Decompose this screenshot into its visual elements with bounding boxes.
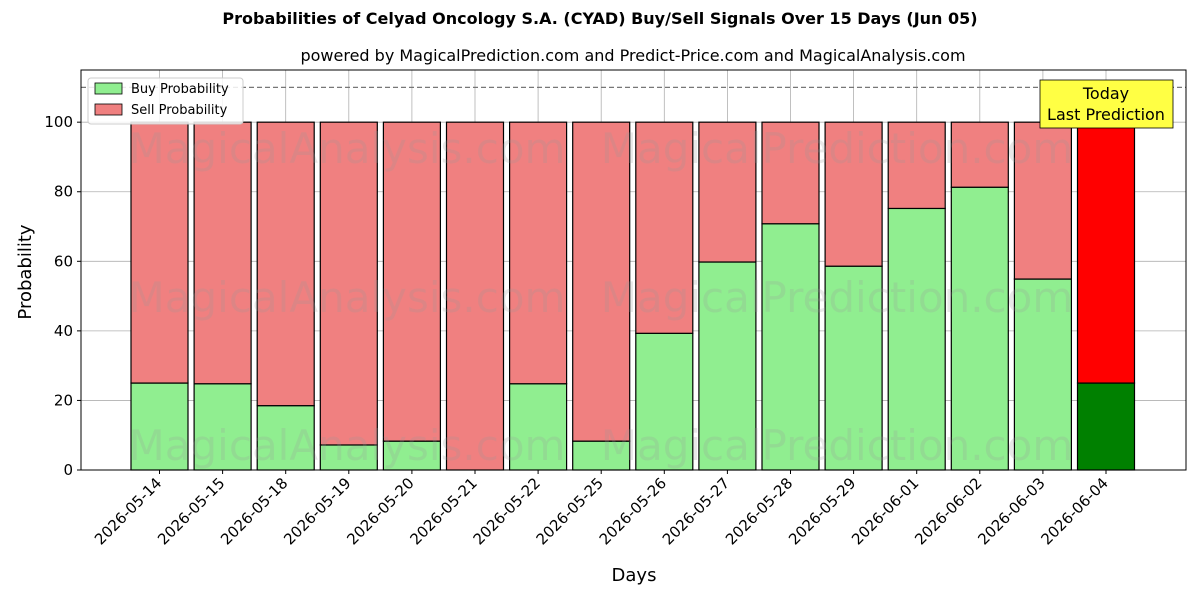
y-tick-label: 40: [54, 322, 73, 340]
x-tick-label: 2026-05-29: [785, 474, 859, 548]
legend: Buy Probability Sell Probability: [87, 77, 244, 125]
bar-sell: [319, 121, 378, 446]
bar-buy: [824, 265, 883, 471]
bar-sell: [193, 121, 252, 385]
bar-sell: [698, 121, 757, 263]
watermark-text: MagicalPrediction.com: [601, 421, 1074, 470]
bar-sell: [256, 121, 315, 407]
legend-label-buy: Buy Probability: [131, 82, 229, 97]
y-tick-label: 0: [63, 461, 73, 479]
bar-buy: [130, 382, 189, 471]
chart-subtitle: powered by MagicalPrediction.com and Pre…: [300, 46, 966, 65]
y-axis-label: Probability: [15, 224, 36, 319]
bar-sell: [950, 121, 1009, 188]
bar-sell: [382, 121, 441, 442]
bar-sell: [445, 121, 505, 471]
bar-sell: [1076, 121, 1136, 384]
bar-sell: [635, 121, 694, 334]
y-tick-label: 100: [44, 113, 73, 131]
x-tick-label: 2026-05-15: [154, 474, 228, 548]
x-tick-label: 2026-05-19: [280, 474, 354, 548]
legend-swatch-buy: [94, 82, 123, 95]
y-tick-label: 60: [54, 252, 73, 270]
bar-sell: [572, 121, 631, 442]
chart-title: Probabilities of Celyad Oncology S.A. (C…: [222, 9, 978, 28]
x-tick-label: 2026-05-27: [659, 474, 733, 548]
x-tick-label: 2026-05-14: [91, 474, 165, 548]
x-tick-label: 2026-05-18: [217, 474, 291, 548]
x-axis-label: Days: [612, 565, 657, 586]
watermark-text: MagicalAnalysis.com: [129, 124, 566, 173]
x-tick-label: 2026-06-01: [848, 474, 922, 548]
watermark-text: MagicalPrediction.com: [601, 273, 1074, 322]
y-tick-label: 80: [54, 183, 73, 201]
today-annotation: Today Last Prediction: [1039, 79, 1174, 129]
x-tick-label: 2026-05-21: [406, 474, 480, 548]
x-tick-label: 2026-06-03: [974, 474, 1048, 548]
watermark-text: MagicalAnalysis.com: [129, 421, 566, 470]
x-tick-label: 2026-05-28: [722, 474, 796, 548]
x-tick-label: 2026-05-26: [596, 474, 670, 548]
bar-buy: [572, 440, 631, 471]
bar-sell: [887, 121, 946, 210]
bar-sell: [824, 121, 883, 267]
x-tick-label: 2026-05-25: [533, 474, 607, 548]
x-tick-label: 2026-06-02: [911, 474, 985, 548]
today-box: [1039, 79, 1174, 129]
today-label: Today: [1082, 84, 1129, 103]
watermark-layer: MagicalAnalysis.com MagicalPrediction.com…: [129, 124, 1074, 470]
y-tick-label: 20: [54, 391, 73, 409]
legend-swatch-sell: [94, 103, 123, 116]
bar-buy: [1076, 382, 1136, 471]
watermark-text: MagicalPrediction.com: [601, 124, 1074, 173]
last-prediction-label: Last Prediction: [1047, 105, 1165, 124]
bar-sell: [509, 121, 568, 385]
bar-sell: [1013, 121, 1073, 280]
legend-box: [87, 77, 244, 125]
x-tick-label: 2026-05-22: [470, 474, 544, 548]
x-tick-label: 2026-05-20: [343, 474, 417, 548]
plot-frame: [80, 69, 1187, 471]
bar-sell: [761, 121, 820, 225]
bar-buy: [635, 332, 694, 471]
legend-label-sell: Sell Probability: [131, 103, 228, 118]
x-tick-label: 2026-06-04: [1037, 474, 1111, 548]
watermark-text: MagicalAnalysis.com: [129, 273, 566, 322]
